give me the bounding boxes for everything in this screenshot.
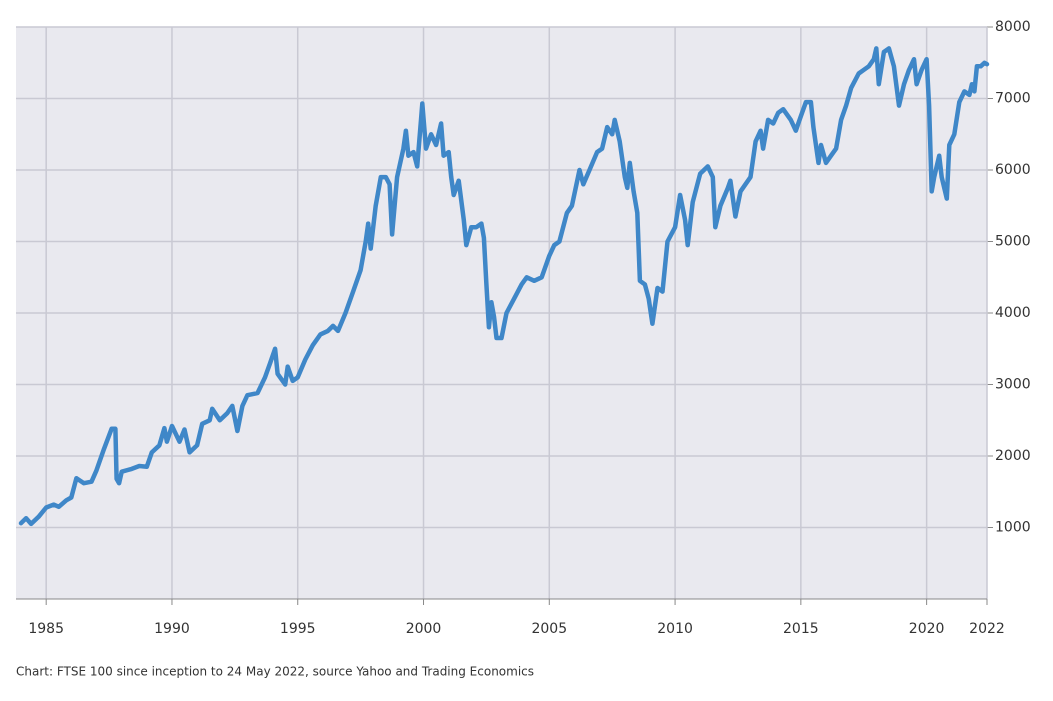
x-tick-label: 2015 [783, 621, 819, 637]
y-tick-label: 3000 [995, 377, 1031, 393]
x-tick-label: 2010 [657, 621, 693, 637]
series-line [18, 46, 990, 527]
x-tick-label: 2022 [969, 621, 1005, 637]
y-tick-label: 1000 [995, 520, 1031, 536]
caption: Chart: FTSE 100 since inception to 24 Ma… [16, 665, 534, 679]
x-tick-label: 2005 [531, 621, 567, 637]
y-tick-label: 6000 [995, 162, 1031, 178]
y-tick-label: 2000 [995, 448, 1031, 464]
x-tick-label: 1985 [28, 621, 64, 637]
y-tick-label: 5000 [995, 234, 1031, 250]
x-tick-label: 2000 [406, 621, 442, 637]
x-tick-label: 1995 [280, 621, 316, 637]
y-tick-label: 8000 [995, 19, 1031, 35]
y-tick-label: 7000 [995, 91, 1031, 107]
x-tick-label: 1990 [154, 621, 190, 637]
x-tick-label: 2020 [909, 621, 945, 637]
y-tick-label: 4000 [995, 305, 1031, 321]
